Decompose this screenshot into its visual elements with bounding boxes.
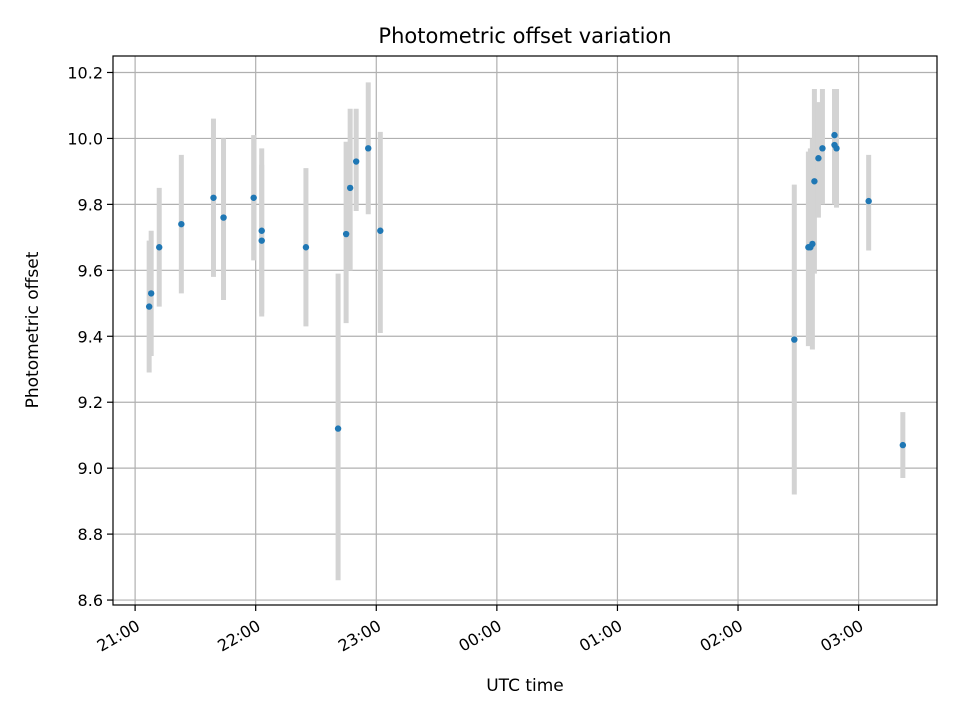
data-point: [342, 230, 350, 238]
data-point: [156, 244, 163, 251]
data-point: [352, 158, 360, 165]
y-tick-label: 8.6: [78, 591, 103, 610]
y-tick-label: 9.4: [78, 327, 103, 346]
data-point: [809, 240, 816, 248]
data-point: [258, 227, 265, 234]
data-point: [865, 197, 872, 205]
data-point: [831, 131, 838, 139]
data-point: [819, 145, 826, 152]
x-axis-label: UTC time: [486, 676, 564, 696]
data-point: [791, 336, 798, 343]
y-tick-label: 9.6: [78, 261, 103, 280]
y-tick-label: 8.8: [78, 525, 103, 544]
plot-frame: [112, 55, 938, 606]
data-point: [334, 425, 342, 432]
y-axis-ticks: 8.6 8.8 9.0 9.2 9.4 9.6 9.8 10.0 10.2: [67, 63, 113, 610]
data-point: [833, 145, 840, 152]
data-point: [147, 290, 155, 297]
chart-title: Photometric offset variation: [378, 24, 671, 48]
data-point: [220, 214, 227, 221]
y-tick-label: 9.2: [78, 393, 103, 412]
data-point: [210, 194, 217, 201]
y-tick-label: 10.2: [67, 63, 103, 82]
grid: [113, 56, 937, 605]
y-tick-label: 9.0: [78, 459, 103, 478]
data-point: [899, 441, 907, 449]
data-point: [145, 303, 153, 310]
data-point: [815, 155, 822, 162]
data-point: [302, 244, 310, 251]
y-axis-label: Photometric offset: [23, 251, 43, 408]
data-point: [811, 178, 818, 185]
data-point: [365, 145, 372, 152]
data-points: [145, 131, 907, 449]
data-point: [258, 237, 265, 244]
y-tick-label: 9.8: [78, 195, 103, 214]
data-point: [178, 220, 185, 228]
data-point: [346, 184, 354, 192]
data-point: [377, 227, 384, 234]
data-point: [250, 194, 257, 201]
y-tick-label: 10.0: [67, 129, 103, 148]
